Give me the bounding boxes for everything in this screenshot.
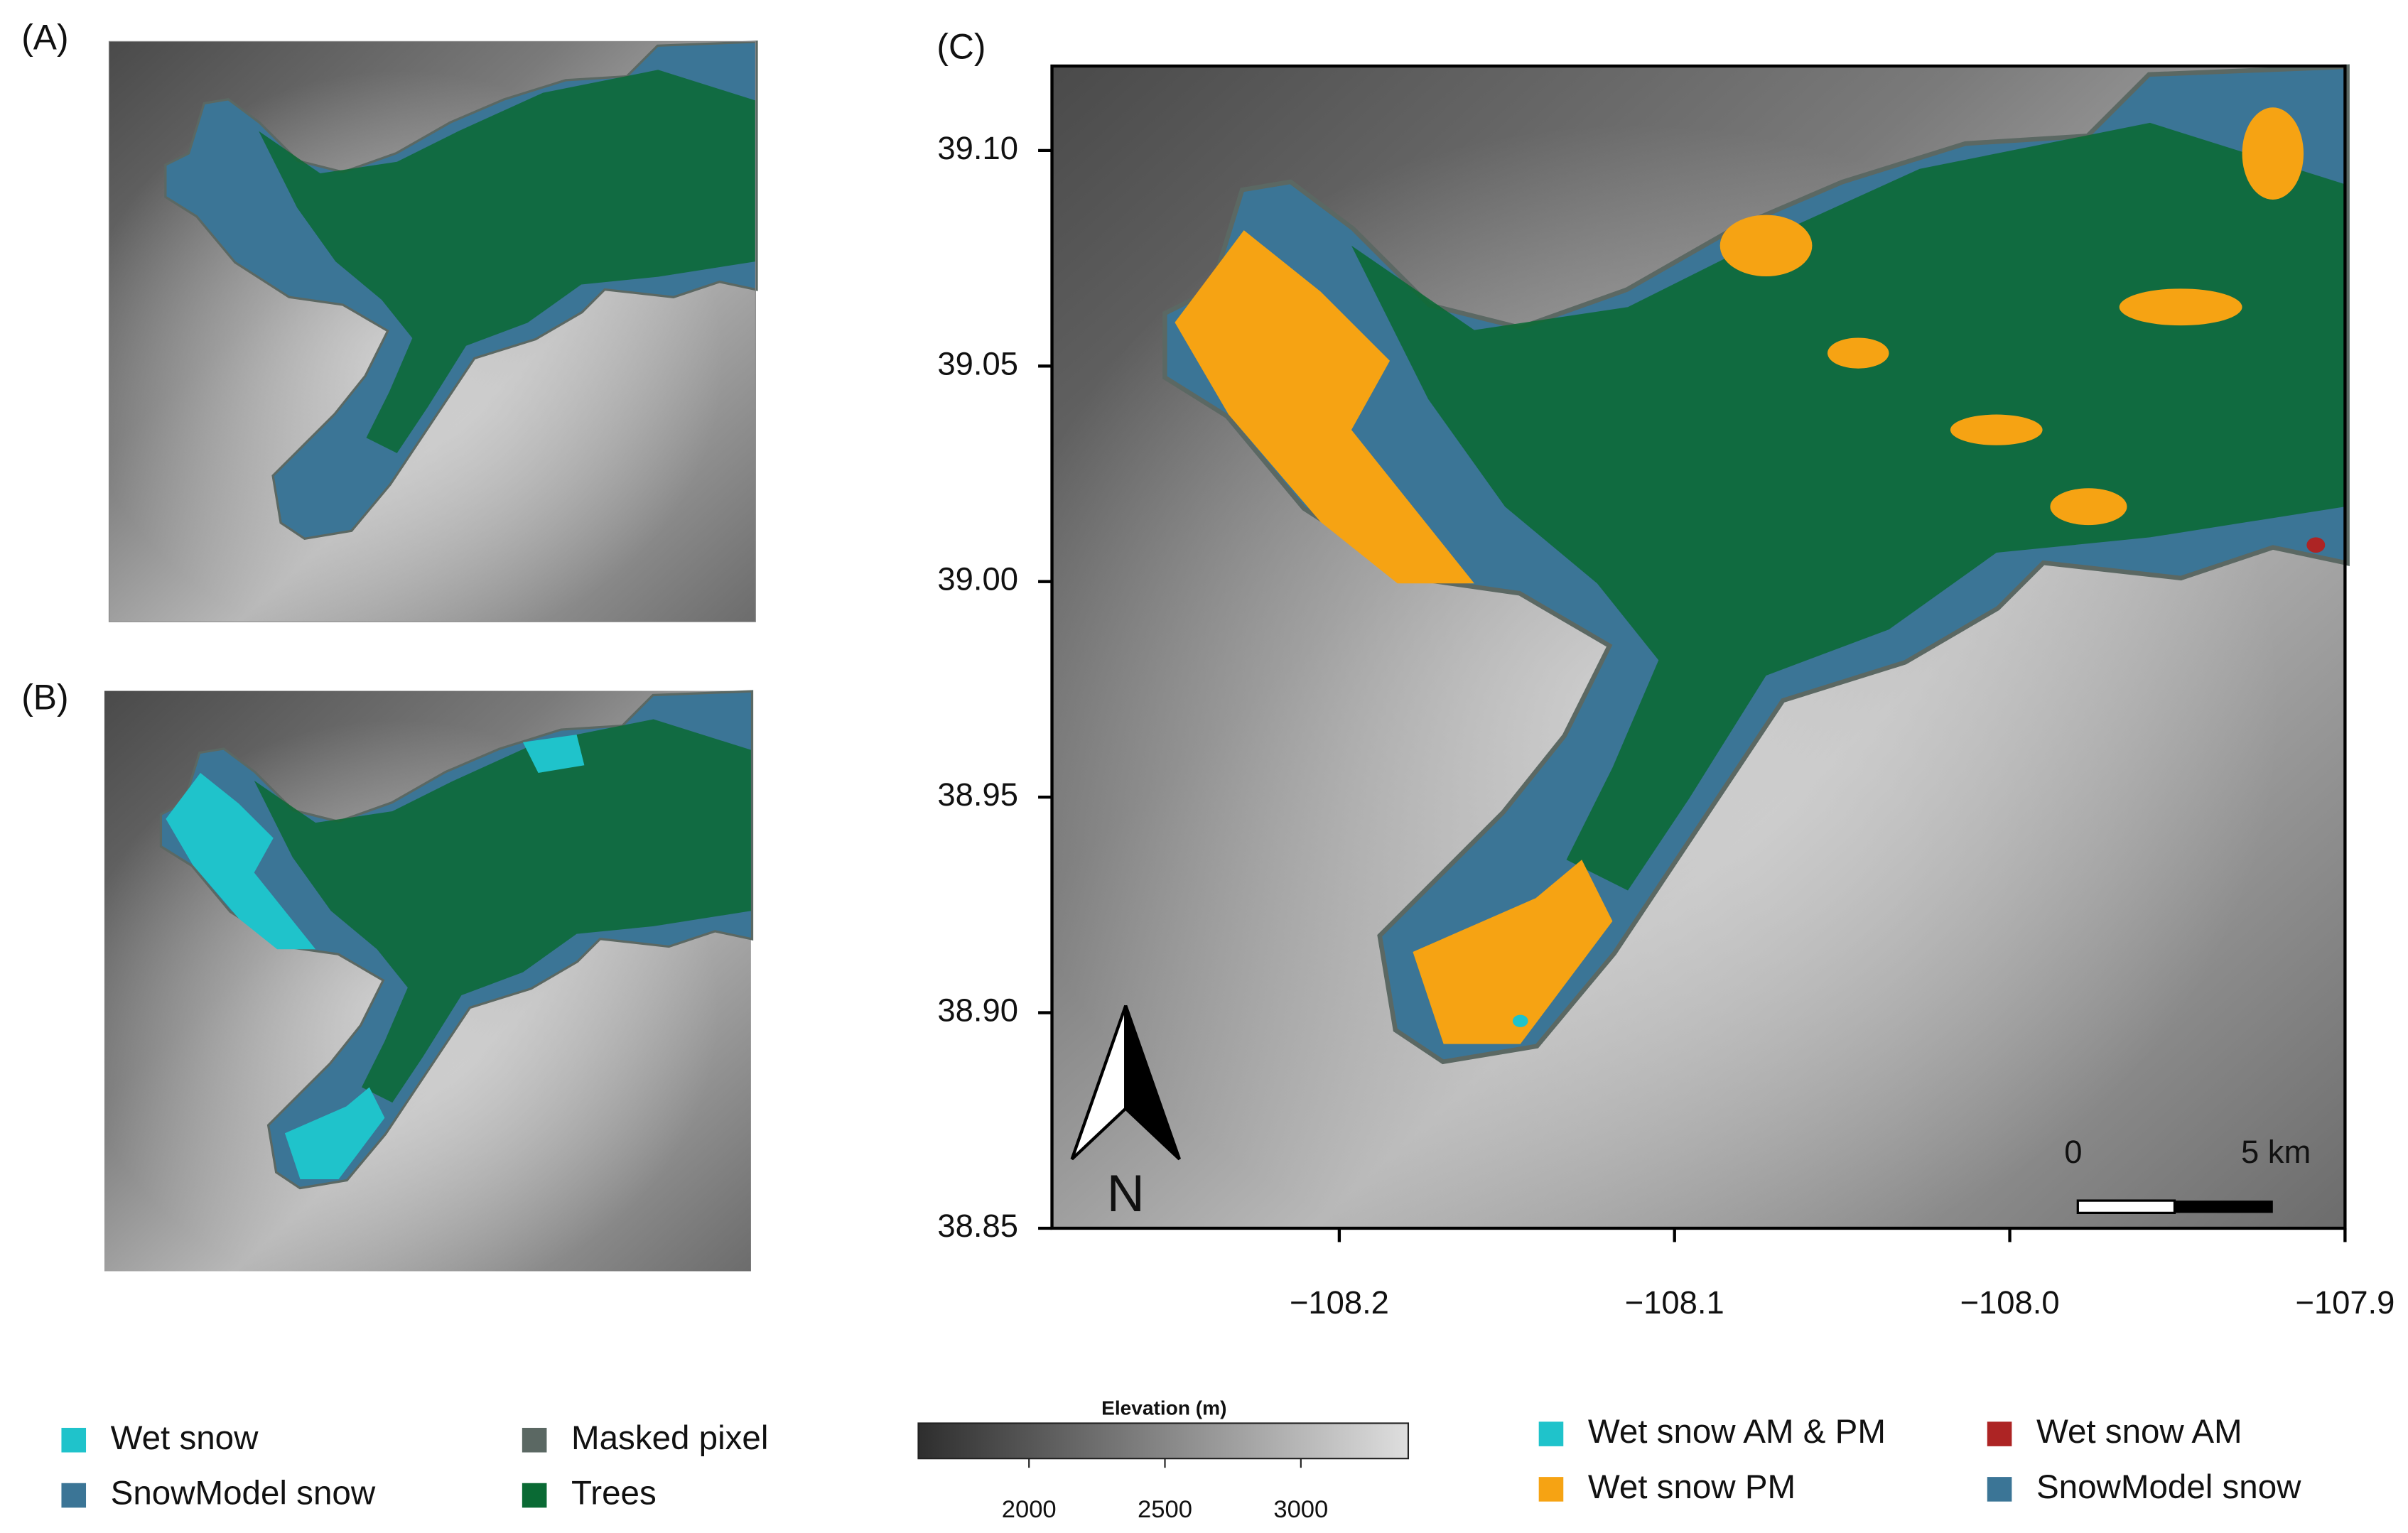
colorbar-tick-label: 2000 <box>1002 1496 1057 1523</box>
scale-end: 5 km <box>2241 1134 2311 1170</box>
legend-swatch <box>1987 1477 2012 1502</box>
wet-snow-pm <box>1719 215 1813 277</box>
legend-swatch <box>1538 1477 1564 1502</box>
legend-label: Trees <box>571 1475 657 1512</box>
panel-label: (B) <box>21 678 68 717</box>
legend-swatch <box>61 1483 87 1508</box>
legend-label: Wet snow PM <box>1588 1468 1796 1506</box>
legend-label: SnowModel snow <box>111 1475 376 1512</box>
x-tick-label: −107.9 <box>2295 1284 2394 1321</box>
wet-snow-pm <box>2050 488 2127 526</box>
colorbar-tick-label: 2500 <box>1138 1496 1192 1523</box>
legend-label: SnowModel snow <box>2036 1468 2301 1506</box>
colorbar <box>917 1422 1410 1460</box>
maps <box>104 40 2347 1272</box>
legend-swatch <box>522 1483 547 1508</box>
legend-label: Wet snow AM & PM <box>1588 1413 1886 1451</box>
y-tick-label: 38.85 <box>937 1208 1018 1244</box>
y-tick-label: 39.10 <box>937 130 1018 166</box>
plot-frame <box>1050 64 2347 1230</box>
wet-snow-pm <box>2242 107 2304 200</box>
wet-snow-am-pm <box>1512 1014 1528 1027</box>
panel-frame <box>108 40 756 622</box>
y-tick-label: 39.05 <box>937 345 1018 381</box>
colorbar-title: Elevation (m) <box>1101 1397 1226 1419</box>
wet-snow-pm <box>1950 414 2043 445</box>
wet-snow-am <box>2306 537 2326 553</box>
wet-snow <box>522 735 585 774</box>
map-panel <box>1052 66 2345 1228</box>
panel-label: (C) <box>936 26 986 66</box>
legend-swatch <box>522 1427 547 1453</box>
scale-start: 0 <box>2064 1134 2082 1170</box>
wet-snow-pm <box>1827 337 1889 369</box>
legend-label: Wet snow AM <box>2036 1413 2242 1451</box>
legend-label: Wet snow <box>111 1419 259 1457</box>
panel-label: (A) <box>21 17 68 57</box>
y-tick-label: 39.00 <box>937 561 1018 597</box>
legend-label: Masked pixel <box>571 1419 768 1457</box>
wet-snow-pm <box>2119 288 2242 326</box>
legend-swatch <box>61 1427 87 1453</box>
scale-bar <box>2174 1201 2273 1213</box>
x-tick-label: −108.1 <box>1625 1284 1724 1321</box>
scale-bar <box>2076 1199 2176 1215</box>
map-panel <box>109 41 755 622</box>
map-panel <box>104 691 751 1272</box>
x-tick-label: −108.0 <box>1960 1284 2060 1321</box>
north-label: N <box>1107 1164 1145 1223</box>
x-tick-label: −108.2 <box>1290 1284 1389 1321</box>
colorbar-tick-label: 3000 <box>1273 1496 1328 1523</box>
north-arrow <box>1124 1004 1181 1161</box>
y-tick-label: 38.95 <box>937 776 1018 813</box>
legend-swatch <box>1538 1421 1564 1446</box>
y-tick-label: 38.90 <box>937 992 1018 1029</box>
legend-swatch <box>1987 1421 2012 1446</box>
